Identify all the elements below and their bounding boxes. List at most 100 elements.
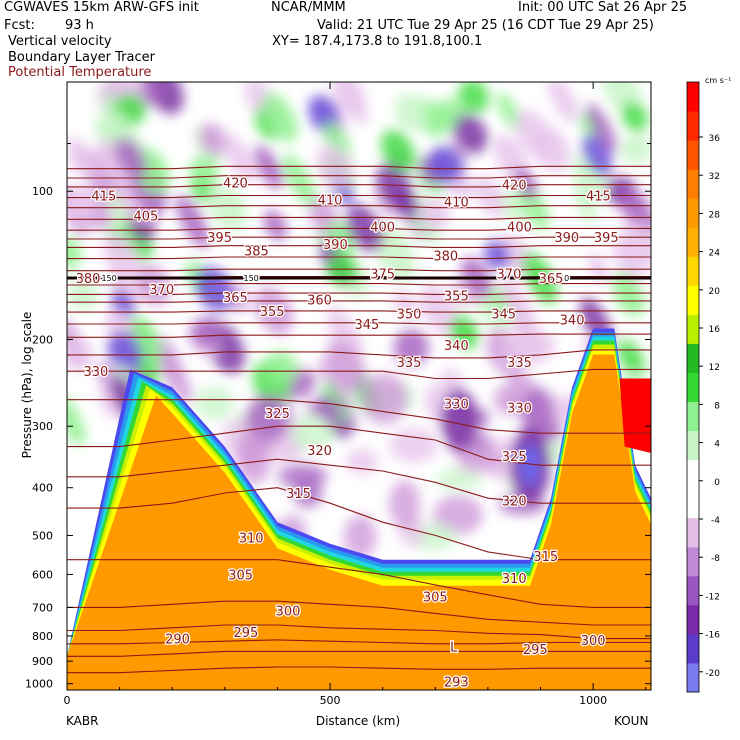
colorbar-swatch	[687, 430, 699, 461]
velocity-cell	[189, 156, 219, 188]
theta-label: 335	[507, 356, 532, 371]
isentrope-335	[67, 368, 651, 380]
isentrope-380	[67, 268, 651, 272]
colorbar-swatch	[687, 372, 699, 403]
reference-line-label: 150	[554, 274, 569, 283]
isentrope-360	[67, 300, 651, 303]
velocity-cell	[283, 154, 316, 207]
velocity-cell	[175, 195, 210, 249]
theta-label: 375	[370, 268, 395, 283]
xy-coordinates: XY= 187.4,173.8 to 191.8,100.1	[272, 34, 483, 49]
y-axis: 100 200 300 400 500 600 700 800 900 1000	[25, 143, 651, 691]
colorbar-swatch	[687, 111, 699, 141]
y-tick-label: 200	[32, 333, 53, 346]
colorbar-swatch	[687, 459, 699, 490]
isentrope-350	[67, 322, 651, 325]
isentrope-330	[67, 399, 651, 434]
velocity-cell	[262, 92, 298, 143]
velocity-cell	[345, 449, 379, 475]
y-tick-label: 700	[32, 601, 53, 614]
velocity-cell	[458, 82, 489, 113]
theta-label: 310	[239, 532, 264, 547]
theta-label: 315	[286, 487, 311, 502]
fcst-label: Fcst:	[4, 18, 35, 33]
velocity-cell	[159, 351, 193, 404]
isentrope-355	[67, 310, 651, 313]
colorbar-tick-label: 0	[714, 478, 720, 488]
x-axis: 0 500 1000	[64, 82, 647, 707]
x-tick-label: 1000	[579, 694, 607, 707]
isentrope-310	[67, 559, 651, 608]
velocity-cell	[621, 187, 651, 238]
theta-label: 355	[444, 290, 469, 305]
velocity-cell	[67, 185, 97, 223]
theta-label: 300	[581, 634, 606, 649]
theta-label: 390	[323, 238, 348, 253]
theta-label: 330	[444, 398, 469, 413]
isentrope-420	[67, 184, 651, 188]
theta-label: 340	[444, 339, 469, 354]
isentrope-293	[67, 666, 651, 674]
theta-label: 380	[76, 272, 101, 287]
isentrope-390	[67, 245, 651, 248]
model-title: CGWAVES 15km ARW-GFS init	[4, 0, 199, 15]
theta-label: 400	[507, 221, 532, 236]
velocity-cell	[236, 431, 265, 465]
colorbar-swatch	[687, 575, 699, 606]
velocity-cell	[586, 103, 618, 154]
theta-label: 395	[594, 231, 619, 246]
theta-label: 410	[444, 196, 469, 211]
theta-label: 380	[433, 249, 458, 264]
y-tick-label: 100	[32, 185, 53, 198]
colorbar-swatch	[687, 314, 699, 344]
colorbar-swatch	[687, 256, 699, 286]
theta-label: 420	[502, 179, 527, 194]
velocity-cell	[501, 191, 525, 223]
theta-label: 415	[586, 189, 611, 204]
isentrope-410	[67, 205, 651, 209]
y-tick-label: 900	[32, 655, 53, 668]
colorbar-tick-label: 28	[709, 210, 721, 220]
velocity-cell	[96, 146, 121, 182]
isentrope-430	[67, 165, 651, 170]
colorbar-tick-label: -8	[711, 554, 720, 564]
org-label: NCAR/MMM	[271, 0, 346, 15]
velocity-cell	[373, 225, 415, 281]
velocity-cell	[453, 114, 488, 154]
velocity-cell	[494, 385, 521, 416]
tracer-layer-6	[67, 354, 651, 690]
velocity-cell	[514, 167, 538, 200]
colorbar-tick-label: 24	[709, 249, 721, 259]
y-tick-label: 400	[32, 482, 53, 495]
velocity-cell	[393, 93, 428, 131]
velocity-cell	[245, 395, 290, 444]
isentrope-320	[67, 458, 651, 504]
isentrope-345	[67, 333, 651, 338]
y-tick-label: 300	[32, 420, 53, 433]
theta-label: 340	[560, 313, 585, 328]
velocity-cell	[107, 331, 143, 372]
velocity-cell	[515, 109, 554, 160]
isentrope-425	[67, 175, 651, 179]
theta-label: 335	[397, 356, 422, 371]
velocity-cell	[389, 479, 421, 529]
velocity-cell	[435, 469, 482, 490]
velocity-cell	[263, 351, 299, 387]
velocity-cell	[209, 185, 248, 231]
colorbar-tick-label: 20	[709, 287, 721, 297]
isentrope-315	[67, 487, 651, 561]
theta-label: 295	[523, 643, 548, 658]
theta-label: 400	[370, 221, 395, 236]
theta-label: 320	[502, 495, 527, 510]
velocity-cell	[496, 92, 522, 131]
isentrope-295	[67, 639, 651, 645]
theta-label: 293	[444, 676, 469, 691]
theta-label: 370	[149, 283, 174, 298]
velocity-cell	[326, 306, 363, 361]
velocity-cell	[290, 414, 334, 451]
velocity-cell	[420, 284, 458, 336]
velocity-cell	[67, 338, 93, 370]
theta-label: 300	[276, 604, 301, 619]
isentrope-300	[67, 624, 651, 640]
